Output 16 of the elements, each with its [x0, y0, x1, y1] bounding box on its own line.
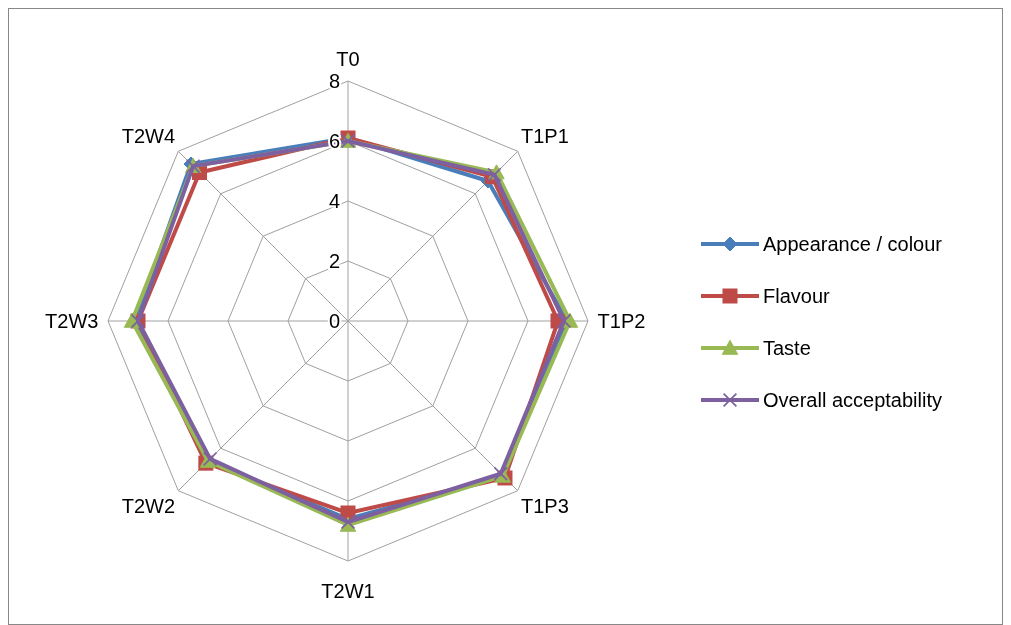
y-tick-label: 8	[328, 70, 340, 92]
spoke-label: T2W1	[321, 579, 375, 602]
spoke-label: T2W4	[121, 125, 176, 148]
spoke-label: T2W2	[121, 494, 176, 517]
y-tick-label: 0	[328, 310, 340, 332]
legend-label: Taste	[763, 337, 811, 359]
spoke-label: T2W3	[45, 310, 99, 332]
y-tick-label: 2	[328, 250, 340, 272]
legend-label: Overall acceptability	[763, 389, 942, 411]
legend-label: Flavour	[763, 285, 831, 307]
spoke-label: T1P1	[520, 125, 569, 148]
spoke-label: T0	[336, 48, 360, 71]
spoke-label: T1P2	[597, 310, 646, 332]
legend-label: Appearance / colour	[763, 233, 943, 255]
spoke-label: T1P3	[520, 494, 569, 517]
y-tick-label: 4	[328, 190, 340, 212]
